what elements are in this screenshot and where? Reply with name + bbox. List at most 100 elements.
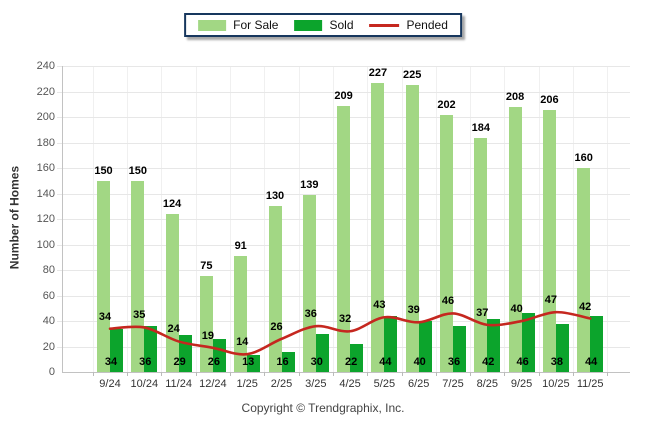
x-axis-tick [538,372,540,376]
x-axis-tick [504,372,506,376]
pended-value-label: 47 [544,294,558,307]
pended-value-label: 19 [201,329,215,342]
for-sale-value-label: 139 [300,178,319,191]
pended-value-label: 39 [407,304,420,317]
for-sale-bar [577,168,591,372]
x-axis-tick [401,372,403,376]
pended-value-label: 40 [510,303,523,316]
pended-value-label: 35 [133,309,146,322]
legend: For Sale Sold Pended [184,13,462,37]
for-sale-value-label: 150 [128,164,147,177]
x-axis-tick [470,372,472,376]
x-axis-line [62,372,630,373]
for-sale-bar [508,107,522,372]
y-axis-tick-label: 60 [42,289,55,302]
x-axis-label: 2/25 [270,378,293,390]
for-sale-bar [474,137,488,372]
x-axis-label: 8/25 [476,378,499,390]
y-axis-tick-label: 120 [36,213,55,226]
for-sale-value-label: 209 [334,89,353,102]
sold-value-label: 44 [585,356,598,368]
sold-value-label: 44 [379,356,392,368]
x-axis-label: 7/25 [442,378,464,390]
x-axis-label: 9/24 [99,378,121,390]
y-axis-tick-label: 80 [42,264,55,277]
for-sale-value-label: 184 [471,121,490,134]
for-sale-bar [97,180,110,372]
x-axis-tick [92,372,94,376]
y-axis-tick-label: 160 [36,162,55,175]
pended-value-label: 42 [579,300,592,313]
x-axis-label: 10/25 [542,378,570,390]
x-axis-tick [332,372,334,376]
for-sale-value-label: 225 [403,69,422,82]
x-axis-label: 6/25 [407,378,430,390]
legend-item-sold: Sold [294,18,354,32]
for-sale-bar [371,82,385,372]
for-sale-value-label: 150 [94,164,113,177]
x-axis-tick [573,372,575,376]
sold-swatch-icon [294,19,323,31]
for-sale-value-label: 160 [574,152,593,165]
y-axis-tick-label: 140 [36,187,55,200]
y-axis-tick-label: 220 [36,85,55,98]
x-axis-tick [298,372,300,376]
pended-value-label: 32 [338,313,352,326]
y-axis-tick-label: 40 [42,315,55,328]
legend-label-for-sale: For Sale [233,18,279,32]
legend-item-for-sale: For Sale [198,18,278,32]
y-axis-tick-label: 240 [36,60,55,73]
y-axis-tick-label: 200 [36,111,55,124]
x-axis-tick [607,372,609,376]
pended-value-label: 26 [270,320,283,333]
sold-value-label: 38 [550,356,564,368]
sold-bar [590,315,604,372]
pended-value-label: 34 [98,310,112,323]
x-axis-label: 11/25 [576,378,604,390]
pended-line-swatch-icon [369,23,400,27]
y-axis-tick-label: 20 [42,340,55,353]
y-axis-tick-label: 180 [36,136,55,149]
x-axis-label: 11/24 [165,378,192,390]
for-sale-bar [542,109,556,372]
legend-label-sold: Sold [329,18,354,32]
x-axis-label: 5/25 [373,378,396,390]
y-axis-tick-label: 0 [48,366,55,378]
for-sale-bar [405,85,419,372]
for-sale-value-label: 202 [437,98,456,111]
x-axis-tick [230,372,232,376]
for-sale-bar [302,194,316,372]
for-sale-bar [337,105,351,372]
for-sale-value-label: 75 [200,260,213,273]
sold-bar [247,355,261,372]
sold-value-label: 16 [276,356,289,368]
y-axis-line [62,66,63,372]
for-sale-bar [165,214,179,372]
y-axis-tick-label: 100 [36,238,55,251]
x-axis-tick [367,372,369,376]
sold-value-label: 36 [447,356,461,368]
legend-label-pended: Pended [406,18,448,32]
x-axis-label: 12/24 [199,378,227,390]
sold-value-label: 29 [173,356,186,368]
for-sale-value-label: 130 [265,190,285,203]
for-sale-value-label: 206 [540,93,559,106]
sold-value-label: 42 [482,356,495,368]
pended-value-label: 46 [441,295,455,308]
pended-value-label: 37 [476,306,489,319]
pended-value-label: 14 [236,336,249,349]
sold-value-label: 40 [413,356,426,368]
for-sale-bar [440,114,453,372]
legend-item-pended: Pended [369,18,448,32]
gridline [57,66,630,68]
x-axis-tick [195,372,197,376]
for-sale-bar [131,180,145,372]
sold-value-label: 22 [344,356,358,368]
x-axis-label: 9/25 [510,378,533,390]
gridline [57,91,630,93]
x-axis-label: 3/25 [305,378,327,390]
x-axis-label: 1/25 [236,378,258,390]
sold-bar [281,351,295,372]
